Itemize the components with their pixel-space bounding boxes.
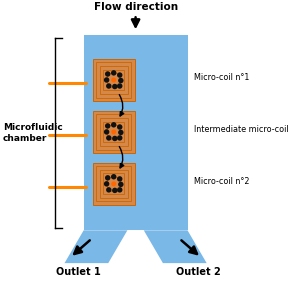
Circle shape bbox=[111, 122, 116, 128]
Circle shape bbox=[105, 71, 110, 77]
Bar bbox=[92, 111, 135, 153]
Circle shape bbox=[117, 72, 122, 78]
FancyArrowPatch shape bbox=[119, 95, 124, 116]
Circle shape bbox=[106, 135, 112, 141]
Circle shape bbox=[117, 124, 122, 130]
Circle shape bbox=[112, 188, 118, 193]
Circle shape bbox=[104, 77, 109, 83]
Circle shape bbox=[111, 174, 116, 180]
Text: Micro-coil n°2: Micro-coil n°2 bbox=[194, 177, 250, 186]
Bar bbox=[96, 114, 131, 150]
Bar bbox=[107, 177, 121, 191]
Bar bbox=[103, 70, 124, 90]
Circle shape bbox=[112, 84, 118, 89]
Circle shape bbox=[112, 136, 118, 141]
Bar bbox=[96, 166, 131, 201]
Circle shape bbox=[117, 176, 122, 182]
FancyArrowPatch shape bbox=[119, 146, 124, 168]
Polygon shape bbox=[64, 230, 128, 263]
Circle shape bbox=[106, 83, 112, 89]
Circle shape bbox=[111, 129, 116, 135]
Bar bbox=[92, 163, 135, 205]
Circle shape bbox=[118, 130, 124, 135]
Bar bbox=[84, 35, 188, 230]
Circle shape bbox=[117, 187, 122, 193]
Circle shape bbox=[111, 181, 116, 186]
Bar bbox=[100, 118, 128, 146]
Bar bbox=[107, 73, 121, 87]
Bar bbox=[100, 170, 128, 198]
Bar bbox=[96, 62, 131, 97]
Circle shape bbox=[104, 181, 109, 187]
Bar bbox=[92, 59, 135, 101]
Polygon shape bbox=[144, 230, 207, 263]
Circle shape bbox=[118, 182, 124, 187]
Text: Outlet 1: Outlet 1 bbox=[56, 267, 100, 277]
Circle shape bbox=[118, 78, 124, 83]
Circle shape bbox=[104, 129, 109, 135]
Bar bbox=[100, 66, 128, 94]
Bar bbox=[103, 121, 124, 142]
Text: Intermediate micro-coil: Intermediate micro-coil bbox=[194, 125, 289, 134]
Circle shape bbox=[106, 187, 112, 193]
Text: Microfluidic
chamber: Microfluidic chamber bbox=[3, 123, 63, 143]
Text: Outlet 2: Outlet 2 bbox=[176, 267, 221, 277]
Circle shape bbox=[117, 83, 122, 89]
Text: Micro-coil n°1: Micro-coil n°1 bbox=[194, 73, 250, 82]
Text: Flow direction: Flow direction bbox=[94, 2, 178, 12]
Circle shape bbox=[111, 78, 116, 82]
Bar bbox=[103, 174, 124, 194]
Bar bbox=[107, 125, 121, 139]
Circle shape bbox=[105, 123, 110, 129]
Circle shape bbox=[111, 70, 116, 76]
Circle shape bbox=[117, 135, 122, 141]
Circle shape bbox=[105, 175, 110, 181]
